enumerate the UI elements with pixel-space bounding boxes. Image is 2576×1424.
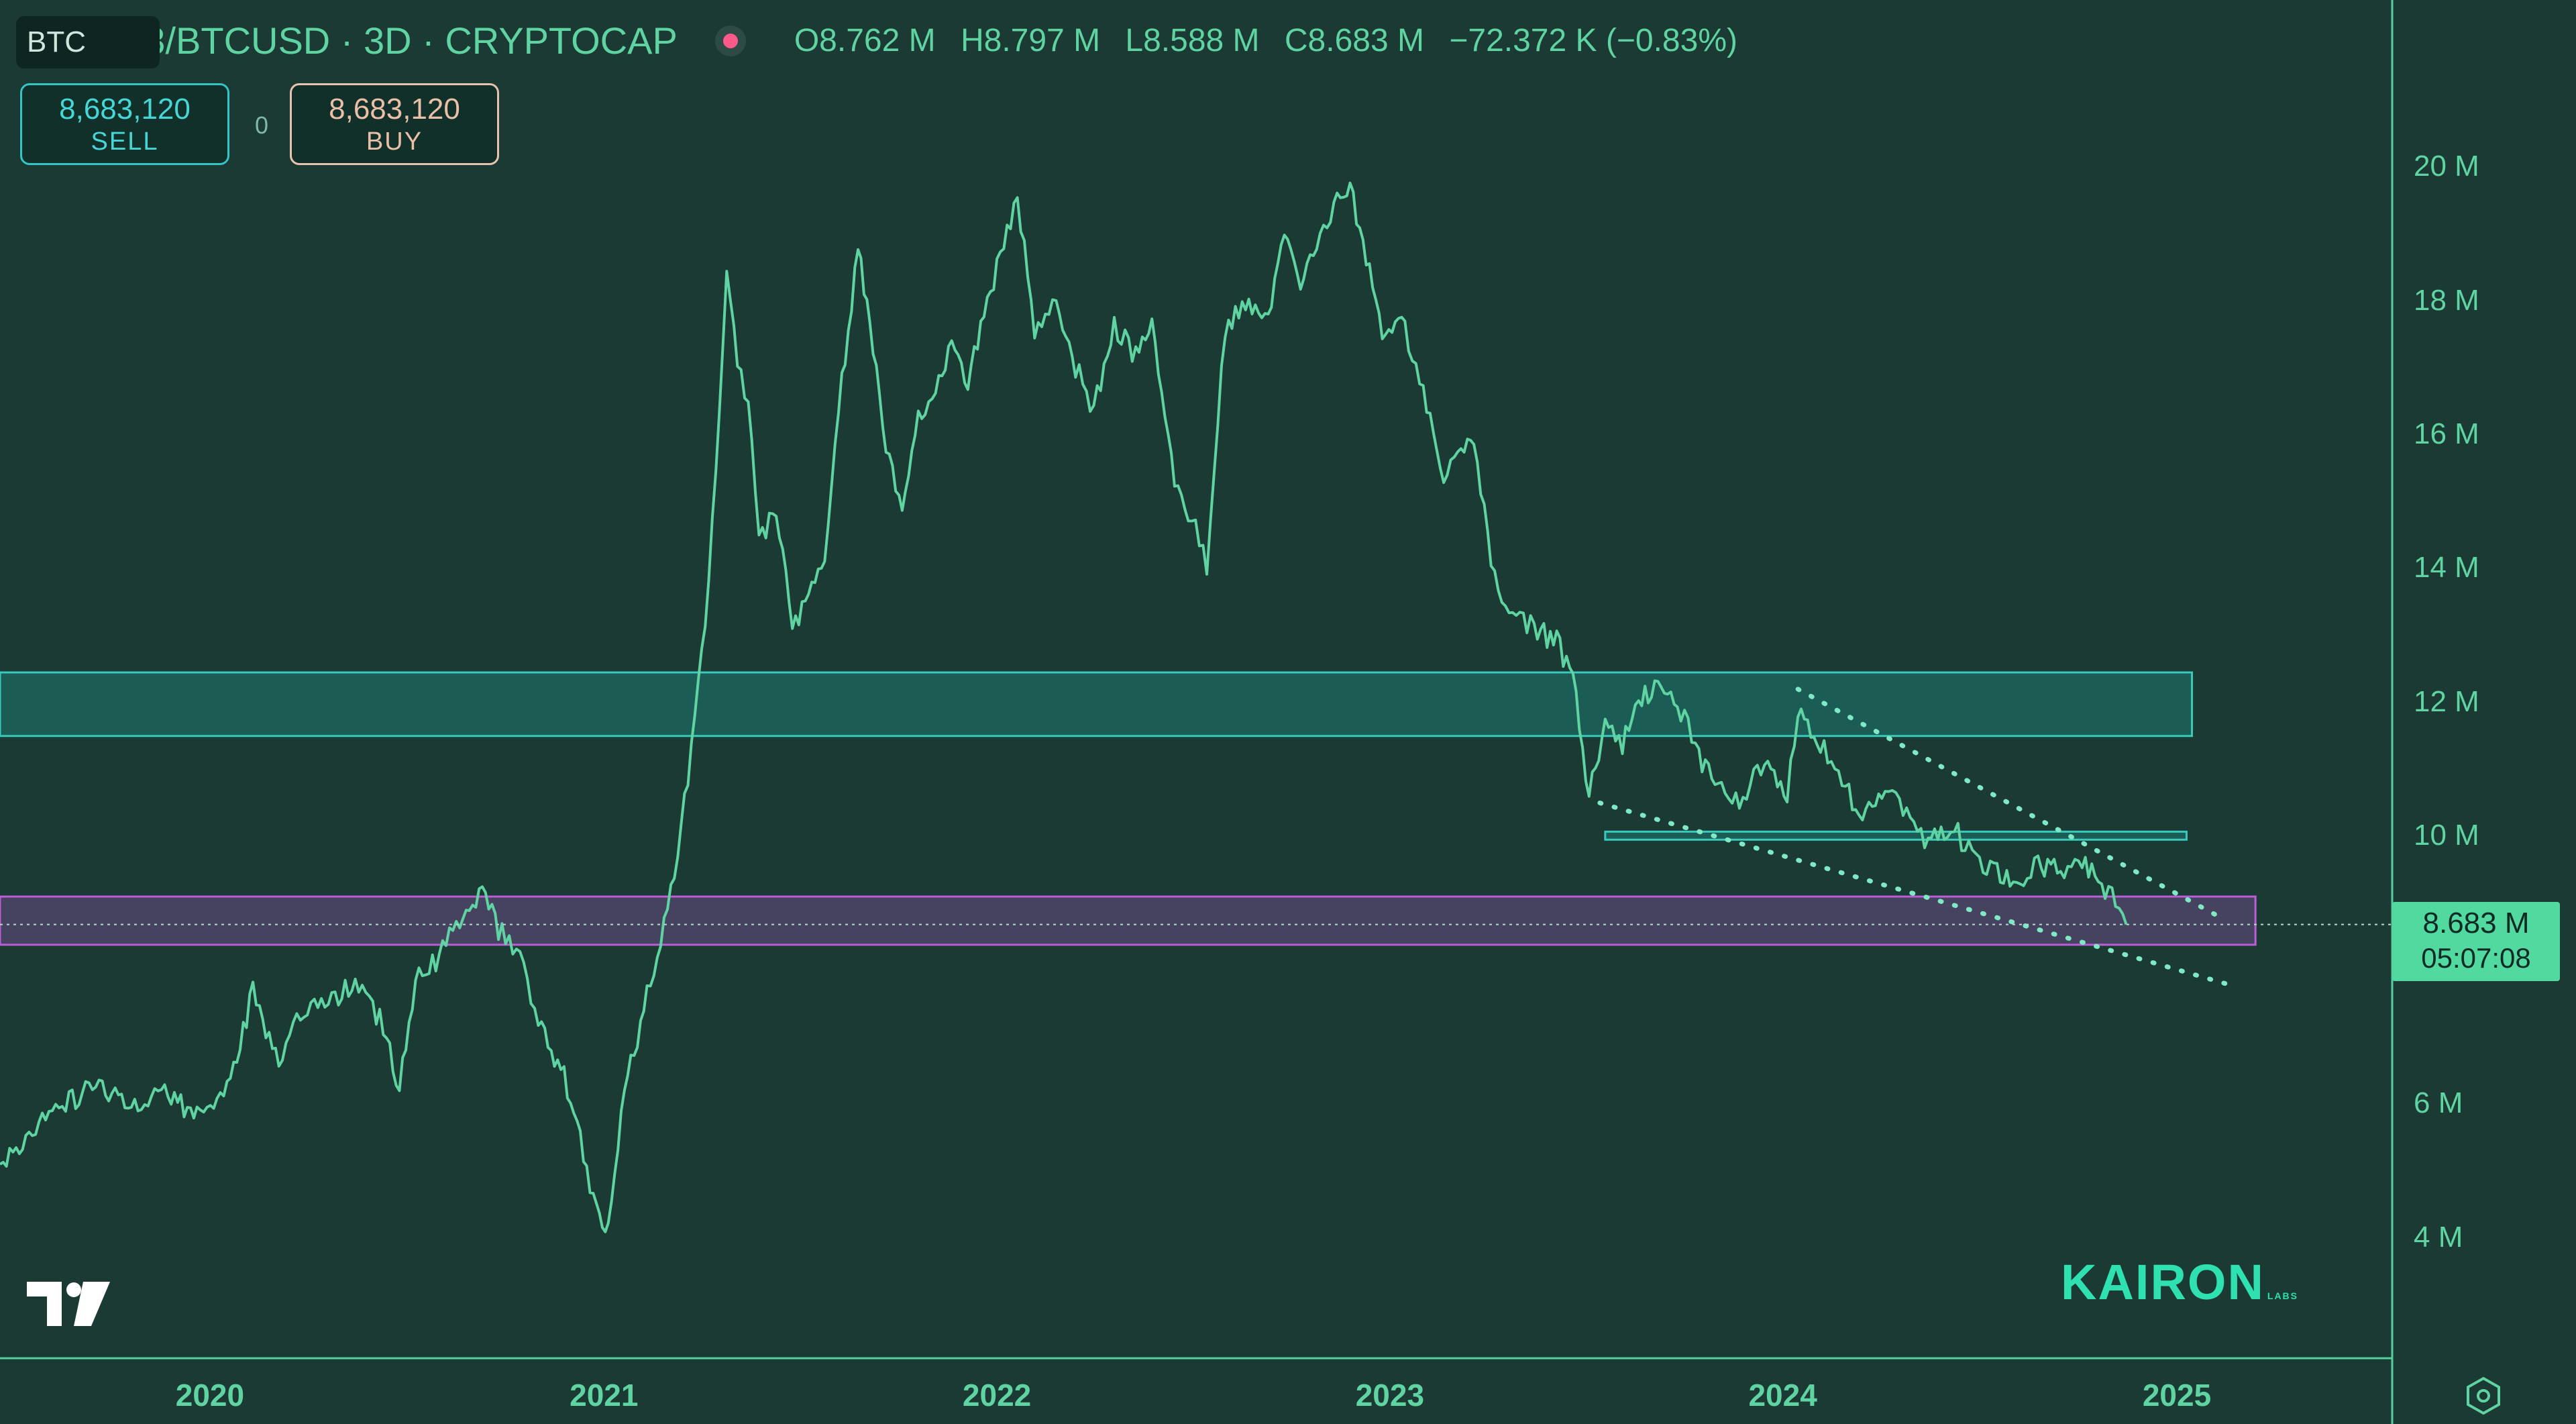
chart-header: TOTAL3/BTCUSD · 3D · CRYPTOCAP O8.762 M … bbox=[27, 19, 1737, 62]
zone-1 bbox=[0, 895, 2257, 946]
y-tick-label: 18 M bbox=[2414, 283, 2479, 317]
open-value: O8.762 M bbox=[794, 23, 936, 58]
brand-suffix: LABS bbox=[2267, 1290, 2299, 1301]
last-price-value: 8.683 M bbox=[2422, 906, 2530, 939]
sell-button[interactable]: 8,683,120 SELL bbox=[20, 83, 229, 165]
tradingview-logo-icon[interactable] bbox=[27, 1282, 110, 1326]
high-value: H8.797 M bbox=[960, 23, 1101, 58]
y-tick-label: 6 M bbox=[2414, 1086, 2463, 1120]
change-value: −72.372 K (−0.83%) bbox=[1449, 23, 1737, 58]
buy-price: 8,683,120 bbox=[329, 93, 460, 125]
price-series-line bbox=[0, 181, 2128, 1233]
x-tick-label: 2020 bbox=[175, 1378, 245, 1413]
bar-countdown: 05:07:08 bbox=[2421, 942, 2531, 974]
trendlines-layer bbox=[1597, 686, 2228, 986]
x-tick-label: 2025 bbox=[2142, 1378, 2212, 1413]
ohlc-values: O8.762 M H8.797 M L8.588 M C8.683 M −72.… bbox=[794, 22, 1737, 59]
y-tick-label: 12 M bbox=[2414, 684, 2479, 718]
trendline-1 bbox=[1597, 800, 2228, 986]
zones-layer bbox=[0, 671, 2257, 946]
x-tick-label: 2021 bbox=[570, 1378, 639, 1413]
series-layer bbox=[0, 181, 2128, 1233]
brand-watermark: KAIRON LABS bbox=[2061, 1254, 2298, 1311]
last-price-label: 8.683 M 05:07:08 bbox=[2392, 901, 2560, 981]
y-tick-label: 10 M bbox=[2414, 819, 2479, 852]
settings-hexagon-icon[interactable] bbox=[2463, 1376, 2504, 1416]
sell-price: 8,683,120 bbox=[59, 93, 191, 125]
zone-2 bbox=[1604, 830, 2188, 841]
x-tick-label: 2024 bbox=[1748, 1378, 1817, 1413]
live-dot-icon bbox=[714, 25, 746, 56]
sell-label: SELL bbox=[91, 128, 159, 156]
y-tick-label: 20 M bbox=[2414, 150, 2479, 183]
currency-selector[interactable]: BTC bbox=[16, 16, 160, 68]
y-tick-label: 4 M bbox=[2414, 1220, 2463, 1254]
y-tick-label: 14 M bbox=[2414, 551, 2479, 584]
y-tick-label: 16 M bbox=[2414, 417, 2479, 451]
low-value: L8.588 M bbox=[1125, 23, 1260, 58]
close-value: C8.683 M bbox=[1284, 23, 1424, 58]
buy-label: BUY bbox=[366, 128, 423, 156]
x-tick-label: 2022 bbox=[962, 1378, 1032, 1413]
brand-name: KAIRON bbox=[2061, 1254, 2265, 1310]
buy-button[interactable]: 8,683,120 BUY bbox=[290, 83, 499, 165]
x-tick-label: 2023 bbox=[1355, 1378, 1425, 1413]
spread-value: 0 bbox=[255, 111, 269, 139]
